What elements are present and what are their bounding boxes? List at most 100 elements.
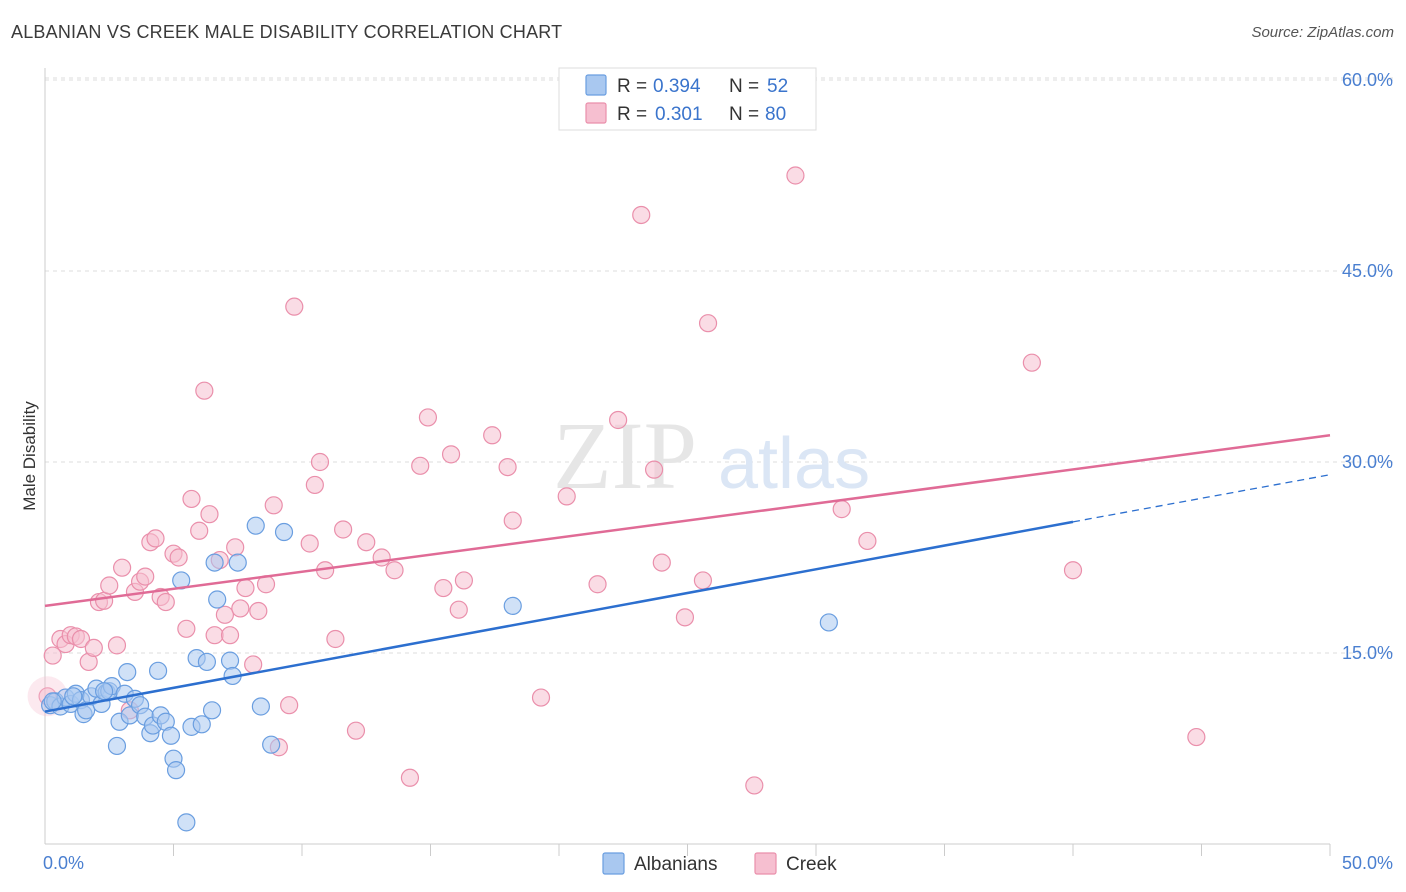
creek-point-73 [786, 166, 805, 185]
creek-point-75 [858, 531, 877, 551]
creek-point-62 [531, 688, 551, 707]
legend-swatch-creek [585, 102, 607, 124]
albanians-point-45 [262, 735, 281, 754]
albanians-points [41, 516, 838, 832]
watermark-atlas: atlas [718, 424, 870, 504]
legend-r-label-creek: R = [617, 104, 647, 125]
x-tick-label-max: 50.0% [1342, 853, 1393, 873]
creek-point-40 [280, 696, 299, 715]
chart-title: ALBANIAN VS CREEK MALE DISABILITY CORREL… [11, 22, 563, 42]
creek-point-7 [84, 638, 103, 658]
albanians-point-40 [220, 651, 240, 670]
bottom-legend-swatch-albanians [602, 852, 625, 875]
x-ticks [173, 844, 1331, 856]
creek-point-28 [205, 626, 224, 645]
creek-point-34 [236, 578, 255, 598]
albanians-point-15 [107, 736, 127, 756]
creek-point-22 [169, 548, 188, 567]
grid-lines [45, 77, 1393, 654]
creek-point-9 [95, 591, 114, 610]
y-axis-label: Male Disability [20, 401, 39, 511]
creek-point-74 [832, 500, 851, 519]
creek-point-67 [644, 460, 664, 479]
creek-point-46 [326, 629, 345, 649]
albanians-point-50 [64, 687, 83, 706]
albanians-point-35 [192, 715, 211, 734]
albanians-point-43 [246, 516, 265, 535]
creek-point-53 [411, 456, 430, 475]
creek-point-52 [400, 768, 420, 787]
y-tick-labels: 15.0% 30.0% 45.0% 60.0% [1342, 70, 1393, 663]
albanians-point-49 [43, 692, 62, 711]
legend-n-label-albanians: N = [729, 76, 759, 97]
creek-point-44 [310, 452, 330, 472]
y-tick-label-30: 30.0% [1342, 452, 1393, 472]
creek-point-43 [305, 475, 324, 495]
creek-point-35 [244, 655, 263, 674]
creek-point-60 [498, 457, 517, 477]
albanians-point-46 [274, 522, 294, 542]
creek-point-30 [215, 605, 234, 624]
creek-points [27, 166, 1206, 795]
creek-point-68 [652, 553, 671, 572]
creek-point-41 [285, 297, 304, 316]
albanians-point-39 [208, 590, 227, 609]
creek-point-16 [136, 567, 155, 586]
creek-point-61 [503, 511, 522, 530]
creek-point-58 [454, 571, 474, 590]
creek-trend-line [44, 434, 1331, 608]
creek-point-33 [231, 599, 250, 618]
y-tick-label-15: 15.0% [1342, 643, 1393, 663]
creek-point-72 [745, 776, 764, 795]
creek-point-24 [182, 489, 201, 509]
albanians-point-25 [148, 661, 168, 680]
trend-lines [44, 434, 1331, 713]
albanians-point-44 [251, 697, 270, 716]
legend-r-label-albanians: R = [617, 76, 647, 97]
albanians-point-38 [205, 553, 224, 572]
albanians-point-18 [118, 662, 137, 682]
y-tick-label-60: 60.0% [1342, 70, 1393, 90]
albanians-point-36 [197, 652, 217, 672]
creek-point-78 [1187, 727, 1206, 747]
creek-point-48 [346, 721, 366, 740]
creek-point-50 [372, 548, 391, 567]
creek-point-69 [675, 608, 695, 627]
creek-point-55 [434, 578, 453, 598]
legend: R = 0.394 N = 52 R = 0.301 N = 80 [558, 67, 817, 131]
creek-point-12 [112, 558, 132, 577]
creek-point-54 [418, 408, 438, 427]
creek-point-0 [43, 646, 62, 665]
watermark: ZIP atlas [553, 402, 870, 509]
creek-point-71 [698, 314, 718, 333]
albanians-point-47 [503, 596, 522, 615]
albanians-point-30 [166, 761, 186, 780]
creek-point-25 [190, 521, 209, 540]
creek-point-20 [156, 592, 175, 612]
source-label: Source: ZipAtlas.com [1251, 24, 1394, 41]
creek-point-26 [195, 381, 214, 400]
bottom-legend: Albanians Creek [602, 852, 837, 875]
albanians-point-42 [228, 553, 247, 572]
creek-point-11 [107, 636, 127, 655]
albanians-point-32 [177, 813, 196, 832]
creek-point-5 [71, 629, 91, 649]
albanians-trend-line [44, 520, 1074, 713]
creek-point-51 [385, 561, 404, 580]
legend-n-value-albanians: 52 [767, 76, 788, 97]
creek-point-65 [609, 410, 628, 430]
creek-point-27 [200, 505, 219, 524]
albanians-trend-extension [1072, 474, 1331, 523]
creek-point-38 [264, 496, 283, 515]
bottom-legend-swatch-creek [754, 852, 777, 875]
x-tick-label-min: 0.0% [43, 853, 84, 873]
bottom-legend-label-creek: Creek [786, 854, 837, 875]
creek-point-77 [1063, 561, 1083, 580]
legend-n-label-creek: N = [729, 104, 759, 125]
legend-r-value-albanians: 0.394 [653, 76, 701, 97]
creek-point-49 [357, 533, 376, 552]
creek-point-31 [220, 626, 240, 645]
creek-point-42 [300, 534, 319, 553]
bottom-legend-label-albanians: Albanians [634, 854, 717, 875]
